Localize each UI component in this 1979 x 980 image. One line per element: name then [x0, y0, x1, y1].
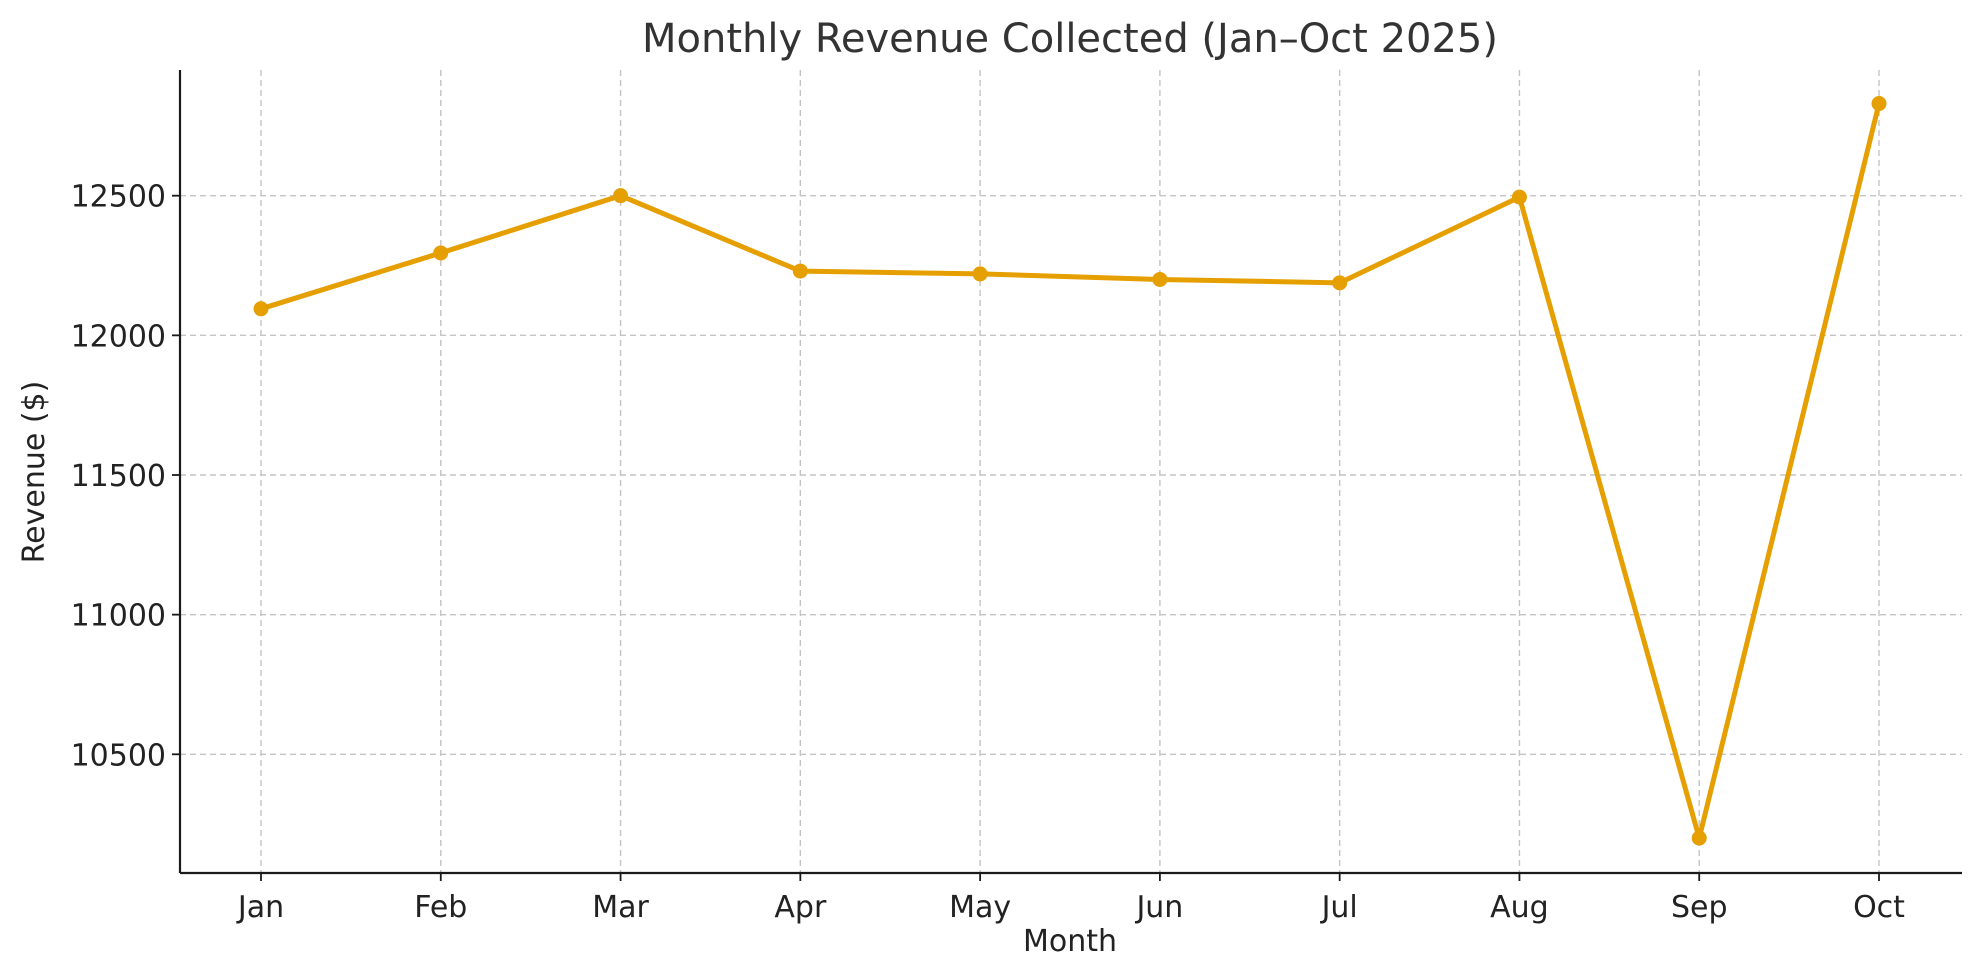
x-tick-label: Jun: [1134, 890, 1183, 925]
x-tick-label: Oct: [1853, 890, 1905, 925]
grid: [180, 70, 1962, 873]
y-tick-label: 11500: [71, 459, 166, 494]
x-tick-label: May: [949, 890, 1011, 925]
tick-labels: Jan Feb Mar Apr May Jun Jul Aug Sep Oct 10500 11000…: [71, 180, 1906, 925]
series: [253, 96, 1887, 846]
x-tick-label: Jul: [1320, 890, 1358, 925]
data-point-mar: [613, 188, 629, 204]
data-point-aug: [1511, 189, 1527, 205]
data-point-jan: [253, 301, 269, 317]
x-tick-label: Aug: [1490, 890, 1549, 925]
axes: [178, 70, 1962, 875]
y-tick-label: 10500: [71, 738, 166, 773]
data-point-oct: [1871, 96, 1887, 112]
x-tick-label: Mar: [592, 890, 649, 925]
y-tick-label: 11000: [71, 599, 166, 634]
data-point-may: [972, 266, 988, 282]
y-tick-label: 12000: [71, 319, 166, 354]
chart-title: Monthly Revenue Collected (Jan–Oct 2025): [642, 16, 1498, 62]
y-axis-label: Revenue ($): [17, 381, 52, 564]
y-tick-label: 12500: [71, 180, 166, 215]
data-point-jul: [1332, 275, 1348, 291]
data-point-apr: [792, 263, 808, 279]
x-tick-label: Sep: [1671, 890, 1728, 925]
data-point-feb: [433, 245, 449, 261]
series-line: [258, 101, 1882, 841]
x-tick-label: Apr: [774, 890, 827, 925]
x-tick-label: Feb: [414, 890, 467, 925]
data-point-jun: [1152, 271, 1168, 287]
x-axis-label: Month: [1023, 924, 1117, 959]
x-tick-label: Jan: [236, 890, 284, 925]
data-point-sep: [1691, 830, 1707, 846]
